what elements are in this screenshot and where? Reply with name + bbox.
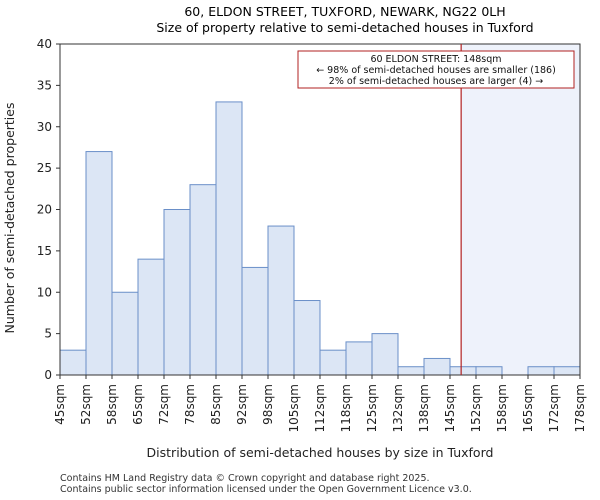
x-tick-label: 65sqm <box>131 384 145 425</box>
bar-78sqm <box>189 184 217 376</box>
x-tick-label: 105sqm <box>287 384 301 432</box>
bar-45sqm <box>59 349 87 376</box>
x-tick-label: 98sqm <box>261 384 275 425</box>
bar-72sqm <box>163 209 191 376</box>
x-tick-label: 172sqm <box>547 384 561 432</box>
y-tick-label: 40 <box>37 37 52 51</box>
highlight-shade <box>461 44 580 375</box>
y-axis-label: Number of semi-detached properties <box>2 103 17 334</box>
y-tick-label: 5 <box>44 327 52 341</box>
x-tick-label: 45sqm <box>53 384 67 425</box>
bar-58sqm <box>111 291 139 376</box>
bar-105sqm <box>293 300 321 376</box>
y-tick-label: 30 <box>37 120 52 134</box>
y-tick-label: 15 <box>37 244 52 258</box>
bar-112sqm <box>319 349 347 376</box>
y-tick-label: 0 <box>44 368 52 382</box>
x-tick-label: 152sqm <box>469 384 483 432</box>
y-tick-label: 35 <box>37 78 52 92</box>
chart-title: 60, ELDON STREET, TUXFORD, NEWARK, NG22 … <box>184 4 505 19</box>
x-tick-label: 125sqm <box>365 384 379 432</box>
annotation-larger: 2% of semi-detached houses are larger (4… <box>329 76 543 87</box>
bar-92sqm <box>241 266 269 376</box>
x-tick-label: 52sqm <box>79 384 93 425</box>
bar-52sqm <box>85 151 113 376</box>
x-tick-label: 178sqm <box>573 384 587 432</box>
annotation-box <box>297 50 575 89</box>
bar-98sqm <box>267 225 295 376</box>
y-tick-label: 10 <box>37 285 52 299</box>
x-tick-label: 112sqm <box>313 384 327 432</box>
bar-118sqm <box>345 341 373 376</box>
x-tick-label: 72sqm <box>157 384 171 425</box>
chart-subtitle: Size of property relative to semi-detach… <box>156 20 533 35</box>
x-tick-label: 132sqm <box>391 384 405 432</box>
bar-132sqm <box>397 366 425 376</box>
footer-line-2: Contains public sector information licen… <box>60 484 472 495</box>
bar-125sqm <box>371 333 399 376</box>
y-tick-label: 20 <box>37 203 52 217</box>
x-tick-label: 138sqm <box>417 384 431 432</box>
footer-line-1: Contains HM Land Registry data © Crown c… <box>60 473 430 484</box>
bar-172sqm <box>553 366 581 376</box>
x-tick-label: 158sqm <box>495 384 509 432</box>
x-axis-label: Distribution of semi-detached houses by … <box>147 445 494 460</box>
bar-152sqm <box>475 366 503 376</box>
plot-frame <box>59 43 581 376</box>
bar-138sqm <box>423 357 451 376</box>
bar-85sqm <box>215 101 243 376</box>
x-tick-label: 58sqm <box>105 384 119 425</box>
bar-65sqm <box>137 258 165 376</box>
x-tick-label: 78sqm <box>183 384 197 425</box>
annotation-property: 60 ELDON STREET: 148sqm <box>370 54 501 65</box>
annotation-smaller: ← 98% of semi-detached houses are smalle… <box>316 65 556 76</box>
y-tick-label: 25 <box>37 161 52 175</box>
x-tick-label: 145sqm <box>443 384 457 432</box>
x-tick-label: 118sqm <box>339 384 353 432</box>
x-tick-label: 85sqm <box>209 384 223 425</box>
bar-165sqm <box>527 366 555 376</box>
bar-145sqm <box>449 366 477 376</box>
x-tick-label: 165sqm <box>521 384 535 432</box>
x-tick-label: 92sqm <box>235 384 249 425</box>
